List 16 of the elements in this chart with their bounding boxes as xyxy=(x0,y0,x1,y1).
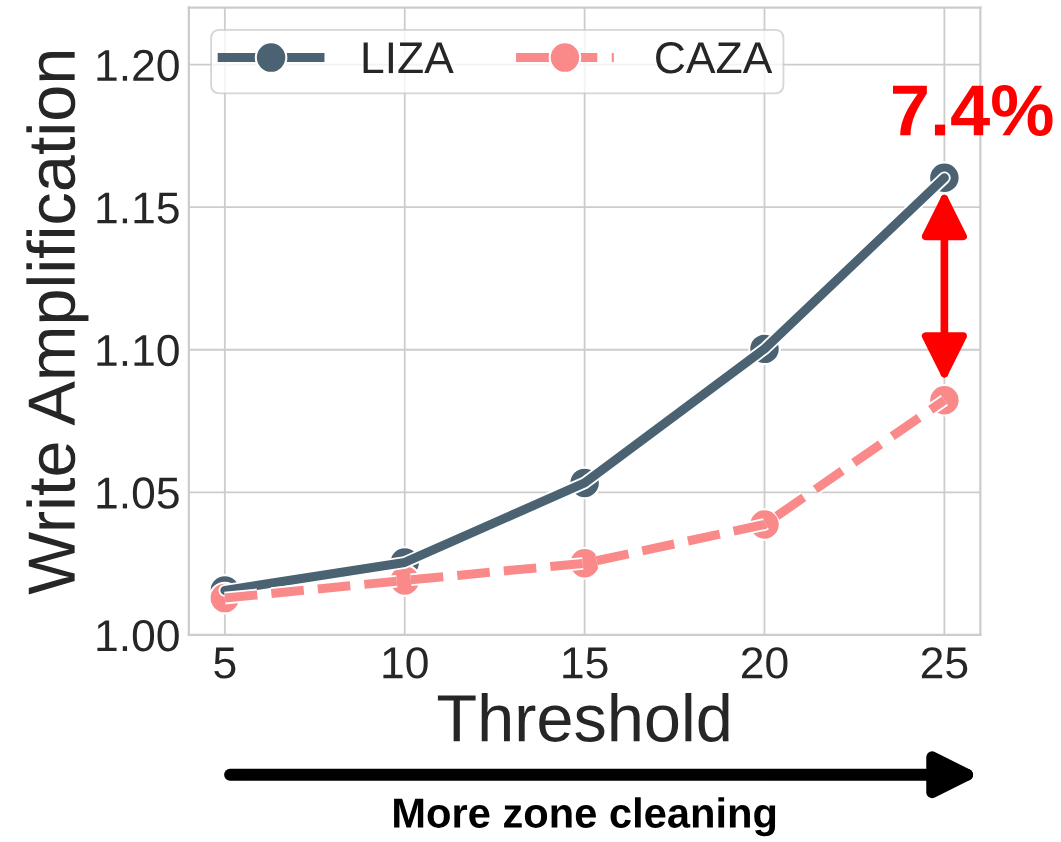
y-axis-title: Write Amplification xyxy=(26,51,89,595)
text: More zone cleaning xyxy=(394,797,776,837)
x-tick-label: 15 xyxy=(563,647,608,679)
legend-label: LIZA xyxy=(363,42,454,74)
x-tick-label: 5 xyxy=(214,647,236,679)
x-axis-title: Threshold xyxy=(437,692,729,742)
legend-label: CAZA xyxy=(656,42,773,74)
y-tick-label: 1.05 xyxy=(97,477,179,509)
y-tick-label: 1.15 xyxy=(97,192,179,224)
y-tick-label: 1.00 xyxy=(97,619,179,652)
y-tick-label: 1.20 xyxy=(97,49,179,82)
x-tick-label: 10 xyxy=(383,647,428,679)
x-tick-label: 20 xyxy=(742,647,788,679)
y-tick-label: 1.10 xyxy=(97,334,179,367)
annotation: 7.4% xyxy=(892,85,1053,136)
x-tick-label: 25 xyxy=(921,647,968,679)
